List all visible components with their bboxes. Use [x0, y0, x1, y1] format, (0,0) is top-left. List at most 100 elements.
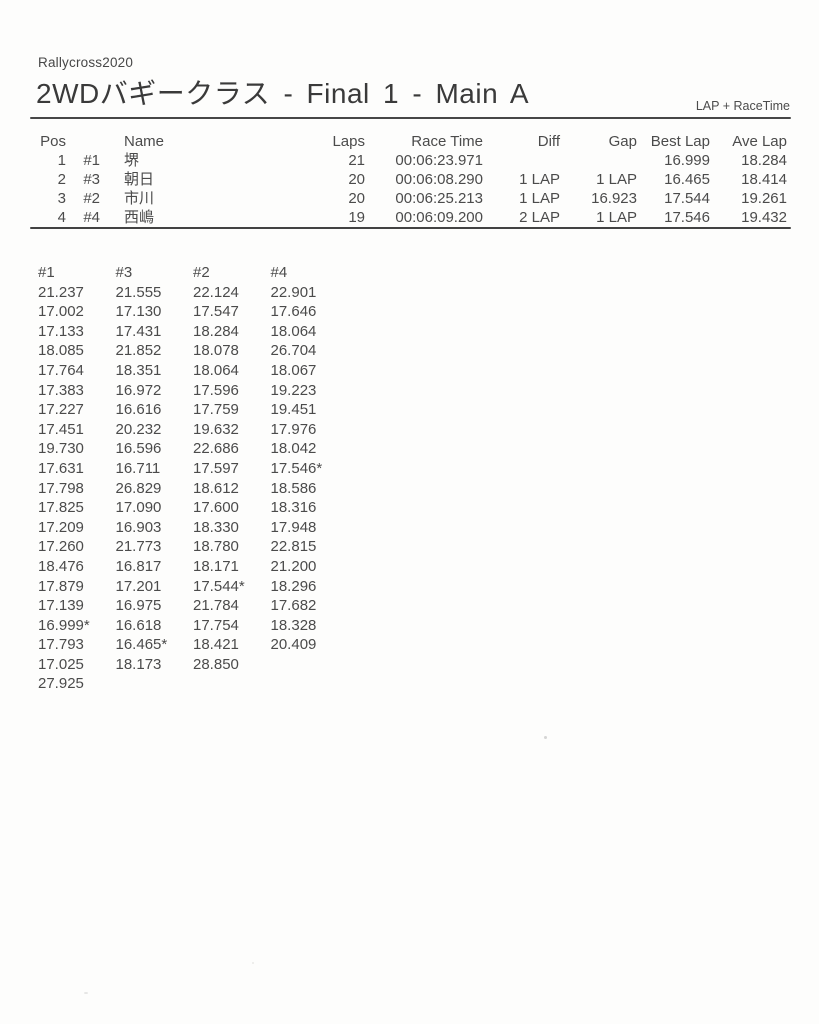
lap-time: 18.316: [270, 499, 317, 517]
lap-time: 21.555: [115, 283, 162, 301]
lap-time: 16.618: [115, 616, 162, 634]
cell-pos: 3: [57, 190, 66, 207]
lap-time: 17.544*: [193, 577, 245, 595]
results-bottom-rule: [30, 227, 791, 229]
lap-time: 17.431: [115, 322, 162, 340]
cell-car: #3: [83, 171, 100, 188]
results-header-row: Pos Name Laps Race Time Diff Gap Best La…: [30, 132, 787, 151]
lap-time: 17.600: [193, 499, 239, 517]
col-header-gap: Gap: [608, 133, 637, 150]
lap-time: 18.173: [115, 655, 162, 673]
lap-time: 18.067: [270, 361, 317, 379]
cell-name: 堺: [124, 152, 140, 169]
lap-time: 16.596: [115, 440, 162, 458]
cell-car: #1: [83, 152, 100, 169]
lap-time: 16.817: [115, 557, 162, 575]
col-header-pos: Pos: [40, 133, 66, 150]
cell-gap: 16.923: [591, 190, 637, 207]
lap-time: 21.852: [115, 342, 162, 360]
lap-time: 17.596: [193, 381, 239, 399]
col-header-ave-lap: Ave Lap: [732, 133, 787, 150]
cell-ave_lap: 18.284: [741, 152, 787, 169]
lap-time: 17.201: [115, 577, 162, 595]
cell-race_time: 00:06:25.213: [395, 190, 483, 207]
cell-ave_lap: 19.432: [741, 209, 787, 226]
lap-time: 18.421: [193, 636, 239, 654]
lap-time: 18.351: [115, 361, 162, 379]
lap-time: 17.825: [38, 499, 84, 517]
lap-time: 19.730: [38, 440, 84, 458]
lap-time: 18.612: [193, 479, 239, 497]
lap-time: 26.829: [115, 479, 162, 497]
lap-time: 19.632: [193, 420, 239, 438]
lap-column: #2 22.124 17.547 18.284 18.078 18.064 17.596 17…: [193, 263, 271, 694]
lap-time: 17.260: [38, 538, 84, 556]
page-title: 2WDバギークラス - Final 1 - Main A: [36, 78, 530, 109]
lap-time: 16.999*: [38, 616, 90, 634]
header-rule: [30, 117, 791, 119]
col-header-diff: Diff: [537, 133, 560, 150]
lap-time: 17.764: [38, 361, 84, 379]
lap-time: 22.686: [193, 440, 239, 458]
event-name: Rallycross2020: [38, 55, 134, 70]
lap-time: 18.780: [193, 538, 239, 556]
lap-time: 17.798: [38, 479, 84, 497]
lap-time: 26.704: [270, 342, 317, 360]
lap-time: 27.925: [38, 675, 84, 693]
table-row: 2 #3 朝日 20 00:06:08.290 1 LAP 1 LAP 16.465 18.41…: [30, 170, 787, 189]
lap-time: 17.383: [38, 381, 84, 399]
lap-time: 22.815: [270, 538, 317, 556]
cell-laps: 20: [348, 171, 365, 188]
lap-times-grid: #1 21.237 17.002 17.133 18.085 17.764 17.383 17…: [38, 263, 348, 694]
lap-time: 22.124: [193, 283, 239, 301]
cell-laps: 21: [348, 152, 365, 169]
table-row: 4 #4 西嶋 19 00:06:09.200 2 LAP 1 LAP 17.546 19.43…: [30, 208, 787, 227]
lap-time: 17.133: [38, 322, 84, 340]
cell-diff: 1 LAP: [519, 171, 560, 188]
lap-time: 16.903: [115, 518, 162, 536]
table-row: 1 #1 堺 21 00:06:23.971 16.999 18.284: [30, 151, 787, 170]
lap-time: 18.042: [270, 440, 317, 458]
lap-time: 17.597: [193, 459, 239, 477]
lap-time: 20.232: [115, 420, 162, 438]
lap-time: 17.754: [193, 616, 239, 634]
lap-time: 17.759: [193, 401, 239, 419]
lap-time: 17.646: [270, 303, 317, 321]
lap-column: #3 21.555 17.130 17.431 21.852 18.351 16.972 16…: [116, 263, 194, 694]
cell-laps: 19: [348, 209, 365, 226]
lap-time: 18.296: [270, 577, 317, 595]
lap-time: 18.085: [38, 342, 84, 360]
cell-ave_lap: 19.261: [741, 190, 787, 207]
col-header-race-time: Race Time: [411, 133, 483, 150]
col-header-name: Name: [124, 133, 165, 150]
cell-pos: 2: [57, 171, 66, 188]
cell-diff: [483, 151, 560, 170]
scan-speck: [544, 736, 547, 739]
lap-time: 17.209: [38, 518, 84, 536]
lap-time: 18.476: [38, 557, 84, 575]
cell-pos: 1: [57, 152, 66, 169]
table-row: 3 #2 市川 20 00:06:25.213 1 LAP 16.923 17.544 19.2…: [30, 189, 787, 208]
lap-time: 22.901: [270, 283, 317, 301]
lap-time: 17.090: [115, 499, 162, 517]
col-header-best-lap: Best Lap: [650, 133, 710, 150]
lap-time: 17.976: [270, 420, 317, 438]
lap-time: 16.711: [115, 459, 161, 477]
lap-time: 21.773: [115, 538, 162, 556]
scan-speck: [252, 962, 254, 964]
lap-time: 18.078: [193, 342, 239, 360]
cell-laps: 20: [348, 190, 365, 207]
cell-gap: [560, 151, 637, 170]
lap-time: 16.972: [115, 381, 162, 399]
timing-mode-label: LAP + RaceTime: [695, 99, 790, 113]
lap-time: 18.586: [270, 479, 317, 497]
lap-time: 21.200: [270, 557, 317, 575]
lap-time: 19.451: [270, 401, 317, 419]
lap-time: 16.465*: [115, 636, 168, 654]
lap-column: #1 21.237 17.002 17.133 18.085 17.764 17.383 17…: [38, 263, 116, 694]
lap-time: 19.223: [270, 381, 317, 399]
col-header-laps: Laps: [332, 133, 365, 150]
lap-time: 28.850: [193, 655, 239, 673]
lap-column-header: #2: [193, 264, 210, 281]
lap-time: 17.793: [38, 636, 84, 654]
